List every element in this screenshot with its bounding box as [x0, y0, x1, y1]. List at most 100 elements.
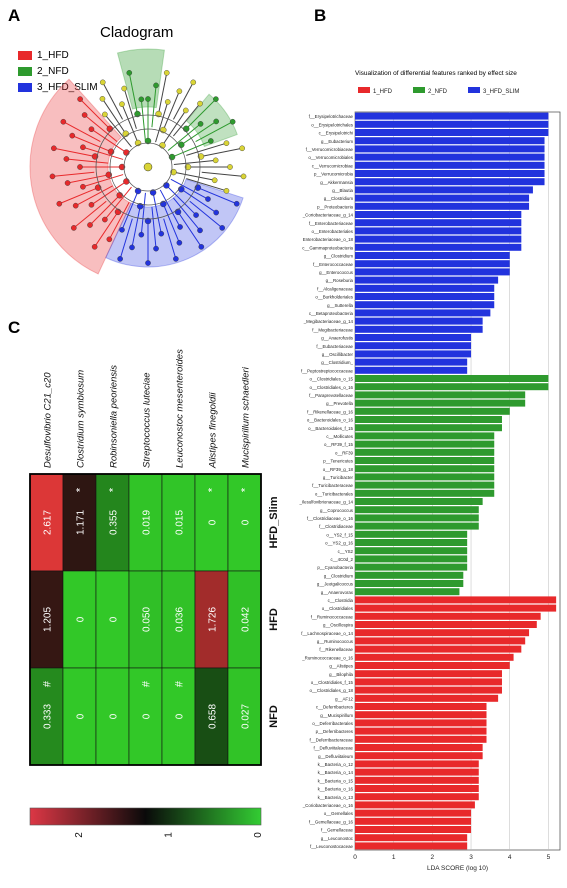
- panel-b-letter: B: [314, 6, 327, 25]
- lda-bar: [355, 629, 530, 637]
- clade-branch: [82, 146, 124, 160]
- lda-bar: [355, 391, 526, 399]
- lda-bar: [355, 744, 483, 751]
- lda-bar: [355, 366, 468, 374]
- lda-bar: [355, 588, 460, 596]
- lda-bar: [355, 760, 479, 768]
- lda-bar-label: g__Bilophila: [329, 672, 353, 677]
- lda-bar: [355, 506, 479, 514]
- clade-branch: [186, 142, 227, 156]
- clade-branch: [180, 188, 217, 213]
- lda-bar: [355, 202, 530, 210]
- lda-bar-label: g__Alistipes: [329, 664, 353, 669]
- clade-branch: [162, 110, 187, 146]
- lda-bar-label: c__YS2: [338, 549, 354, 554]
- lda-bar: [355, 489, 495, 497]
- lda-bar: [355, 522, 479, 530]
- clade-branch: [121, 190, 139, 231]
- clade-branch: [84, 114, 118, 143]
- heatmap-column-label: Streptococcus luteciae: [142, 372, 153, 468]
- heatmap-cell: [161, 570, 196, 669]
- clade-node: [144, 217, 152, 225]
- lda-bar-label: g__Sutterella: [327, 303, 353, 308]
- clade-branch: [152, 192, 162, 234]
- cladogram-title: Cladogram: [100, 24, 174, 41]
- heatmap-significance-mark: *: [207, 487, 219, 492]
- lda-bar: [355, 768, 479, 776]
- heatmap-column-label: Robinsoniella peoriensis: [109, 365, 120, 468]
- lda-bar: [355, 178, 545, 186]
- clade-branch: [172, 197, 201, 231]
- heatmap-significance-mark: *: [75, 487, 87, 492]
- heatmap-significance-mark: *: [240, 487, 252, 492]
- lda-bar-label: g__Coprococcus: [320, 508, 354, 513]
- lda-bar-label: o__RF39_g_18: [323, 467, 354, 472]
- lda-bar: [355, 120, 549, 128]
- clade-node: [87, 222, 93, 228]
- clade-node: [69, 132, 76, 139]
- lda-bar-label: p__Deferribacteres: [316, 729, 354, 734]
- lda-bar-label: g__Eubacterium: [321, 139, 353, 144]
- clade-node: [173, 256, 179, 262]
- heatmap-cell: [62, 667, 97, 766]
- lda-bar-label: f__Rikenellaceae: [319, 647, 353, 652]
- clade-node: [153, 82, 159, 89]
- lda-bar-label: c__Clostridia: [328, 598, 354, 603]
- lda-bar-label: f__Clostridiaceae: [319, 524, 353, 529]
- lda-bar-label: f__Leuconostocaceae: [310, 844, 354, 849]
- clade-shade-nfd-2: [185, 93, 238, 148]
- clade-branch: [171, 140, 212, 158]
- legend-label-hfd: 1_HFD: [37, 50, 69, 61]
- lda-tick-label: 2: [431, 854, 435, 861]
- clade-branch: [140, 99, 146, 142]
- clade-node: [223, 140, 230, 146]
- clade-branch: [159, 189, 181, 228]
- lda-bar: [355, 186, 533, 194]
- lda-bar-label: f__Megibacteriaceae: [312, 327, 353, 332]
- heatmap-cell-value: 0.015: [175, 510, 186, 535]
- lda-bar: [355, 785, 479, 792]
- lda-bar: [355, 416, 502, 423]
- clade-node: [197, 227, 203, 234]
- lda-bar-label: k__Bacteria_o_16: [318, 787, 354, 792]
- lda-bar-label: f__Paraprevotellaceae: [309, 393, 353, 398]
- lda-bar-label: k__Bacteria_o_15: [318, 778, 354, 783]
- lda-bar: [355, 358, 468, 366]
- clade-node: [163, 70, 170, 76]
- clade-node: [77, 96, 83, 102]
- lda-tick-label: 1: [392, 854, 396, 861]
- lda-bar-label: g__Ruminococcus: [317, 639, 354, 644]
- panel-a-letter: A: [8, 6, 21, 25]
- heatmap-cell-value: 0.333: [43, 704, 54, 729]
- lda-bar-chart: 1_HFD 2_NFD 3_HFD_SLIM 0 1 2 3 4 5 LDA SCORE (log…: [299, 87, 561, 872]
- lda-bar-label: c__Gammaproteobacteria: [302, 245, 353, 250]
- clade-node: [239, 145, 245, 152]
- lda-bar-label: f__Peptostreptococcaceae: [301, 368, 354, 373]
- lda-bar: [355, 514, 479, 522]
- legend-label-hfd-slim: 3_HFD_SLIM: [37, 82, 98, 93]
- lda-bar-label: f__Rikenellaceae_g_16: [307, 409, 353, 414]
- clade-node: [176, 88, 183, 95]
- lda-bar-label: g__Clostridium_: [321, 360, 353, 365]
- lda-legend-swatch: [468, 87, 480, 93]
- lda-bar-label: c__Deferribacteres: [316, 705, 354, 710]
- lda-bar: [355, 547, 468, 555]
- lda-bar: [355, 219, 522, 227]
- heatmap-cell-value: 0: [175, 713, 186, 719]
- clade-node: [51, 145, 57, 152]
- clade-node: [145, 96, 151, 102]
- heatmap-significance-mark: *: [108, 487, 120, 492]
- lda-bar: [355, 793, 479, 801]
- legend-label-nfd: 2_NFD: [37, 66, 69, 77]
- lda-bar: [355, 243, 522, 251]
- heatmap-row-label: HFD_Slim: [268, 496, 280, 548]
- lda-bar-label: f__Ruminococcaceae: [311, 614, 354, 619]
- lda-bar-label: g__Jeotgalicoccus: [317, 582, 354, 587]
- lda-bar: [355, 473, 495, 481]
- lda-bar-label: f__Defluviitaleaceae: [313, 746, 353, 751]
- lda-bar: [355, 325, 483, 333]
- clade-branch: [173, 82, 194, 120]
- lda-bar: [355, 211, 522, 218]
- lda-bar: [355, 145, 545, 153]
- clade-branch: [94, 211, 119, 248]
